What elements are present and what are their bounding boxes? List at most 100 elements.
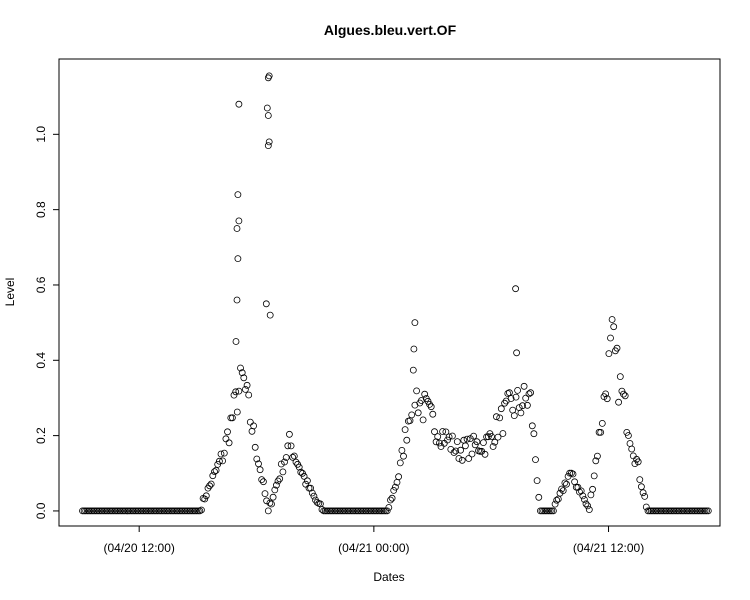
data-point [367, 507, 375, 515]
data-point [545, 507, 552, 515]
data-point [224, 428, 231, 436]
data-point [683, 507, 691, 515]
data-point [121, 507, 129, 515]
data-point [576, 488, 583, 496]
data-point [391, 483, 399, 491]
data-point [360, 507, 368, 515]
data-point [372, 507, 380, 515]
data-point [579, 492, 587, 500]
data-point [354, 507, 362, 515]
y-tick-label: 0.4 [34, 352, 48, 369]
data-point [336, 507, 344, 515]
data-point [660, 507, 668, 515]
data-point [413, 387, 421, 395]
x-tick-label: (04/21 12:00) [573, 541, 644, 555]
data-point [307, 484, 315, 492]
data-point [357, 507, 365, 515]
data-point [356, 507, 363, 515]
data-point [445, 433, 453, 441]
data-point [287, 442, 295, 450]
data-point [105, 507, 112, 515]
data-point [276, 475, 284, 483]
data-point [186, 507, 194, 515]
data-point [147, 507, 155, 515]
data-point [235, 217, 243, 225]
data-point [289, 453, 297, 461]
data-point [623, 428, 631, 436]
data-point [279, 468, 287, 476]
data-point [171, 507, 179, 515]
data-point [620, 390, 627, 398]
data-point [525, 390, 533, 398]
data-point [414, 409, 422, 417]
data-point [383, 507, 391, 515]
data-point [132, 507, 140, 515]
data-point [677, 507, 684, 515]
data-point [696, 507, 704, 515]
data-point [390, 486, 398, 494]
data-point [300, 472, 308, 480]
data-point [209, 472, 217, 480]
data-point [535, 493, 543, 501]
data-point [259, 478, 267, 486]
data-points [79, 72, 712, 515]
data-point [126, 507, 134, 515]
data-point [328, 507, 336, 515]
data-point [303, 477, 311, 485]
data-point [491, 438, 499, 446]
data-point [256, 466, 264, 474]
x-tick-label: (04/21 00:00) [338, 541, 409, 555]
data-point [144, 507, 152, 515]
data-point [271, 486, 279, 494]
data-point [211, 468, 218, 476]
data-point [150, 507, 158, 515]
data-point [88, 507, 96, 515]
data-point [285, 430, 293, 438]
y-tick-label: 0.8 [34, 201, 48, 218]
data-point [605, 350, 613, 358]
data-point [652, 507, 660, 515]
data-point [631, 460, 639, 468]
data-point [499, 430, 507, 437]
y-tick-label: 1.0 [34, 126, 48, 143]
data-point [597, 428, 605, 436]
data-point [432, 438, 440, 446]
data-point [608, 316, 616, 323]
data-point [563, 480, 570, 488]
data-point [615, 398, 622, 406]
data-point [463, 435, 471, 443]
data-point [533, 477, 541, 485]
data-point [217, 450, 225, 458]
data-point [584, 502, 592, 510]
data-point [504, 390, 512, 397]
data-point [297, 468, 305, 476]
data-point [163, 507, 171, 515]
data-point [351, 507, 359, 515]
data-point [264, 112, 272, 119]
data-point [251, 443, 259, 451]
data-point [272, 481, 280, 489]
data-point [646, 507, 653, 515]
data-point [261, 490, 269, 498]
data-point [181, 507, 189, 515]
data-point [468, 450, 476, 458]
data-point [590, 472, 598, 480]
data-point [158, 507, 166, 515]
data-point [323, 507, 331, 515]
data-point [127, 507, 135, 515]
data-point [310, 492, 318, 500]
data-point [419, 416, 427, 424]
data-point [639, 489, 647, 497]
data-point [140, 507, 148, 515]
data-point [142, 507, 150, 515]
data-point [538, 507, 546, 515]
data-point [250, 422, 258, 430]
data-point [636, 476, 644, 484]
data-point [625, 432, 632, 439]
data-point [554, 495, 562, 503]
data-point [675, 507, 683, 515]
data-point [598, 419, 606, 427]
data-point [686, 507, 694, 515]
data-point [194, 507, 202, 515]
data-point [641, 492, 649, 500]
